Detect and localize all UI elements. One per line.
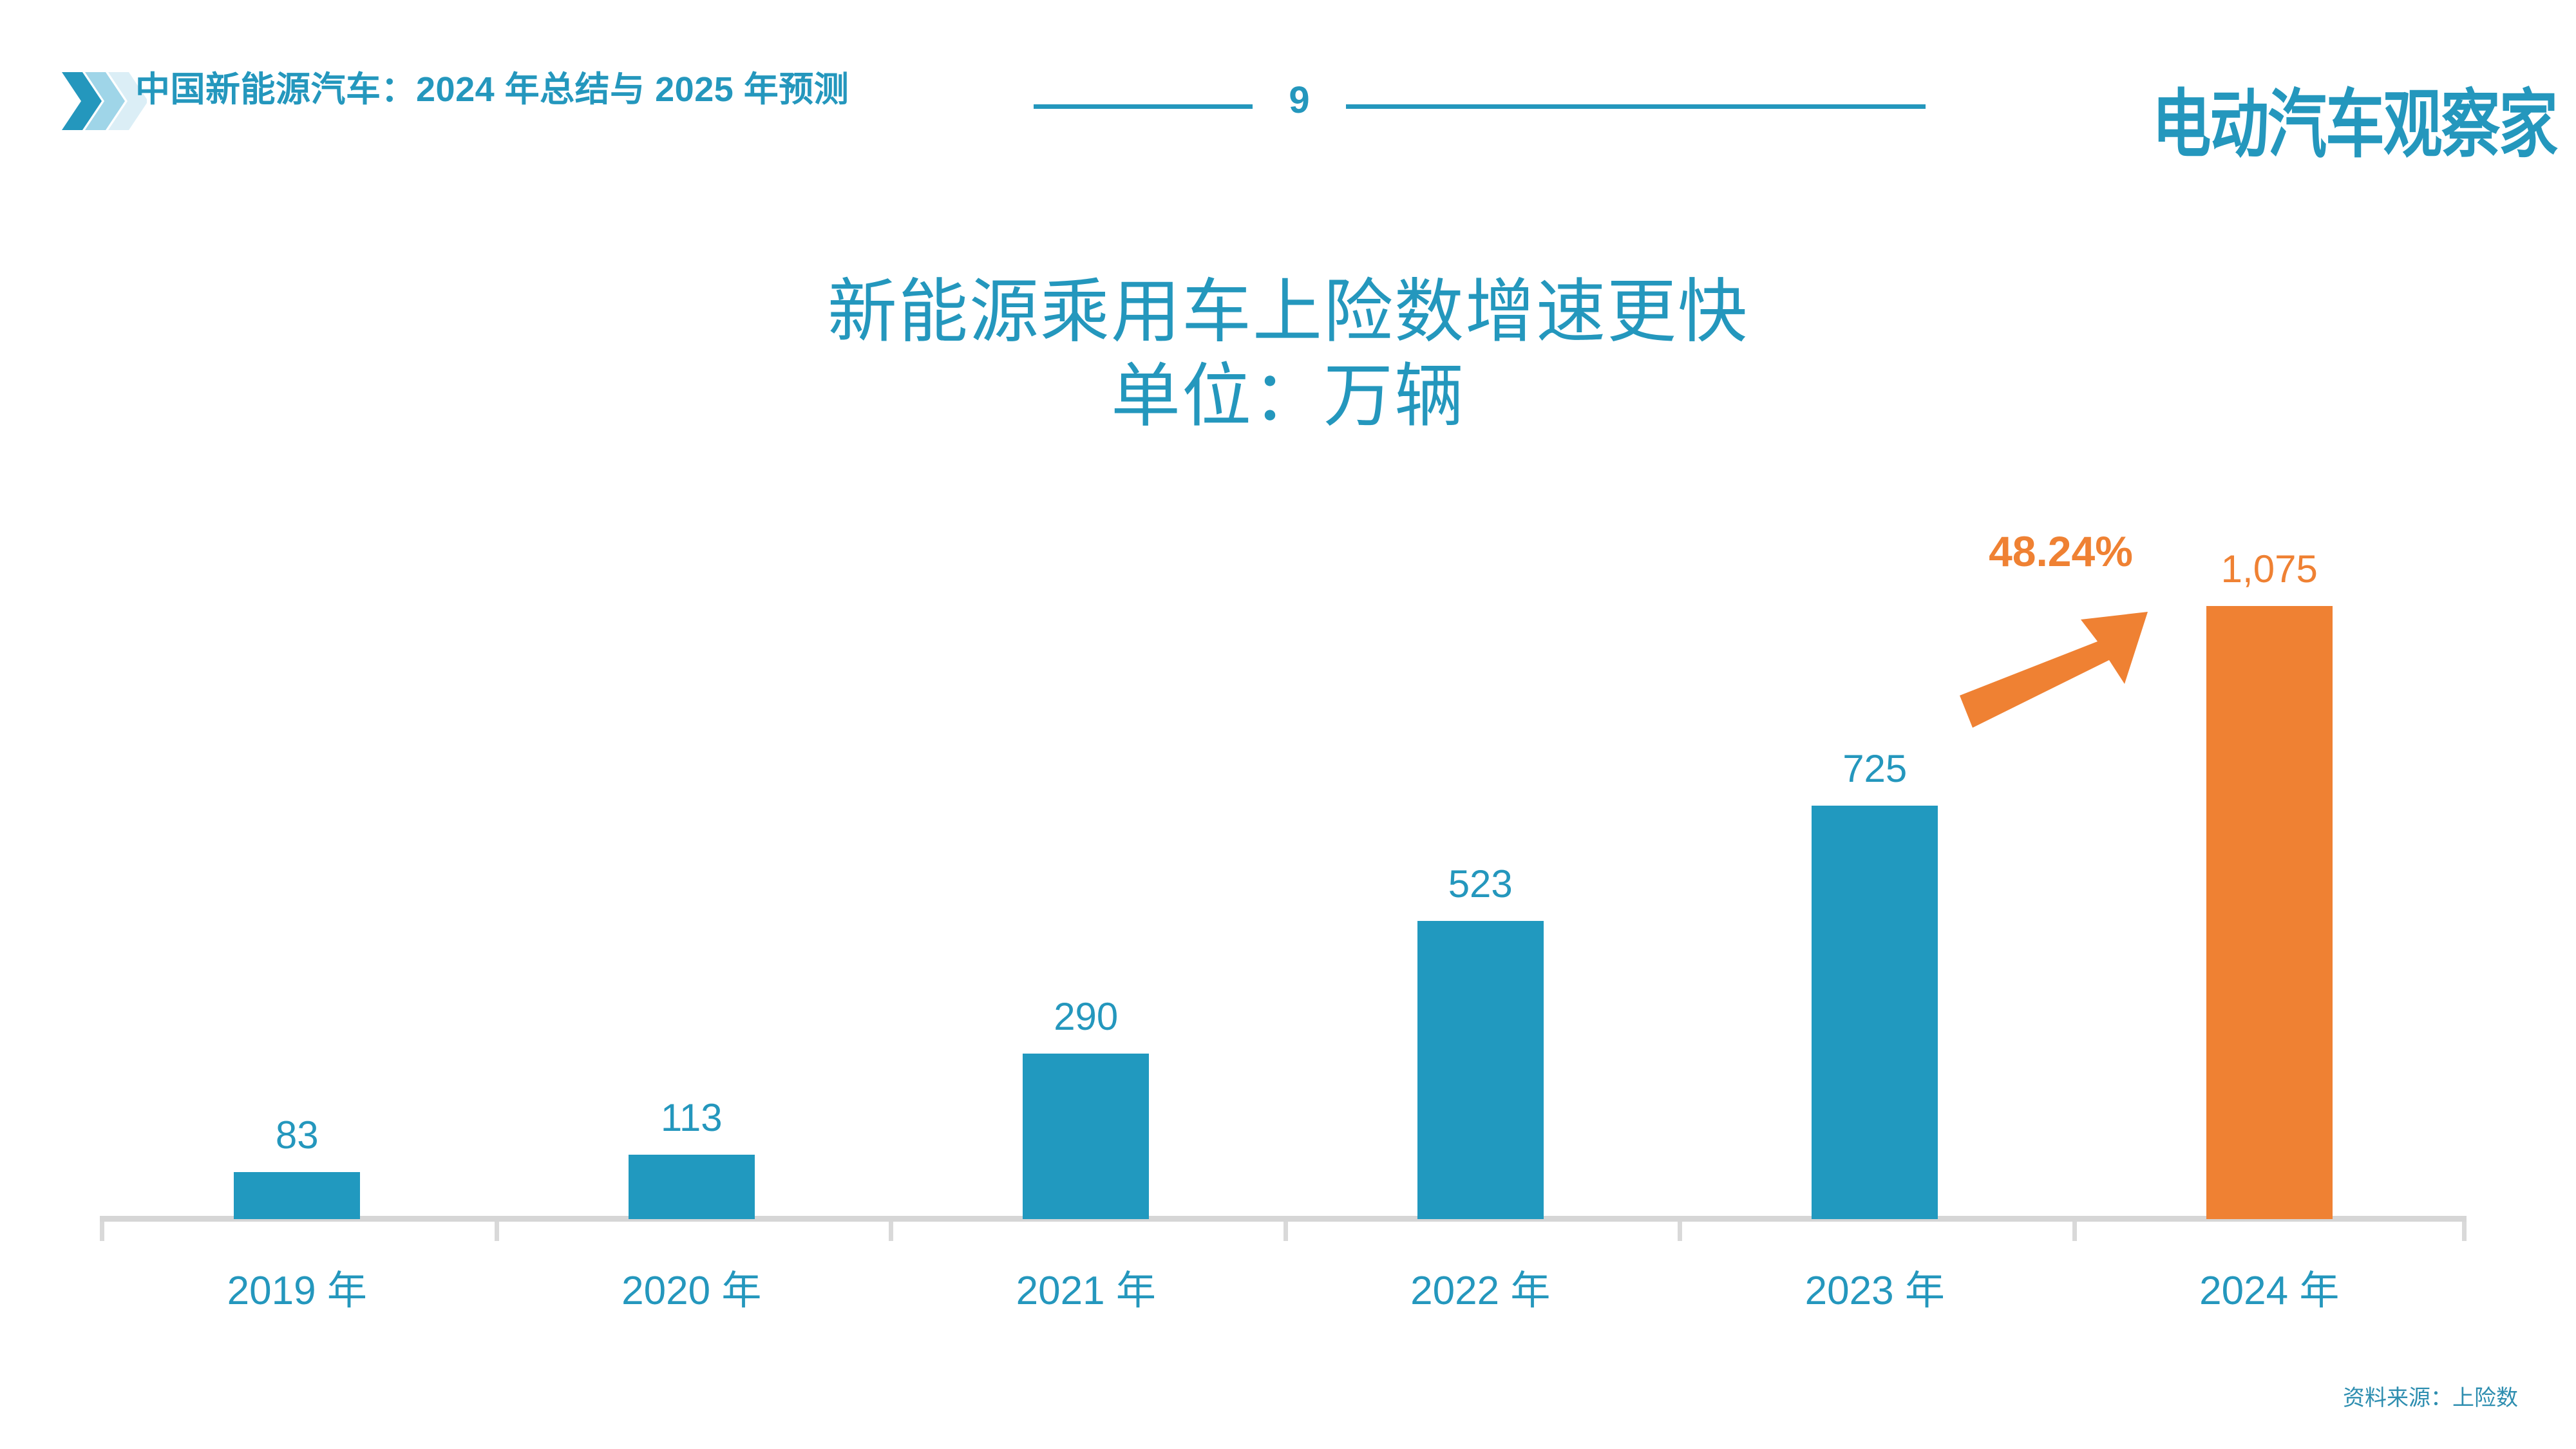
- source-note: 资料来源：上险数: [2343, 1386, 2518, 1410]
- double-chevron-icon: [62, 72, 148, 130]
- chart-title: 新能源乘用车上险数增速更快: [827, 272, 1748, 350]
- brand-logo: 电动汽车观察家: [2152, 81, 2558, 169]
- bar-2020年: [628, 1154, 755, 1219]
- axis-tick: [494, 1222, 499, 1241]
- header-rule-left: [1034, 104, 1253, 109]
- page-header: 中国新能源汽车：2024 年总结与 2025 年预测 9 电动汽车观察家: [0, 0, 2576, 168]
- category-label: 2020 年: [621, 1269, 762, 1313]
- bar-value-label: 725: [1842, 747, 1908, 790]
- document-title: 中国新能源汽车：2024 年总结与 2025 年预测: [135, 70, 849, 109]
- axis-tick: [889, 1222, 893, 1241]
- bar-2019年: [234, 1171, 361, 1219]
- bar-value-label: 523: [1448, 862, 1513, 905]
- axis-tick: [1283, 1222, 1288, 1241]
- bar-value-label: 1,075: [2221, 547, 2318, 591]
- bar-value-label: 290: [1054, 995, 1119, 1039]
- chart-title-block: 新能源乘用车上险数增速更快 单位：万辆: [0, 270, 2576, 439]
- bar-2022年: [1417, 920, 1544, 1219]
- category-label: 2021 年: [1016, 1269, 1156, 1313]
- bar-2024年: [2206, 606, 2333, 1219]
- bar-value-label: 83: [275, 1113, 319, 1157]
- axis-tick: [100, 1222, 104, 1241]
- axis-tick: [2072, 1222, 2077, 1241]
- axis-tick: [2462, 1222, 2467, 1241]
- bar-2023年: [1812, 806, 1938, 1219]
- axis-tick: [1678, 1222, 1682, 1241]
- growth-rate-label: 48.24%: [1989, 527, 2133, 575]
- category-label: 2019 年: [227, 1269, 367, 1313]
- category-label: 2022 年: [1410, 1269, 1551, 1313]
- chart-subtitle: 单位：万辆: [1110, 357, 1465, 435]
- header-rule-right: [1346, 104, 1926, 109]
- category-label: 2023 年: [1804, 1269, 1945, 1313]
- category-label: 2024 年: [2199, 1269, 2340, 1313]
- up-right-arrow-icon: [1955, 599, 2161, 734]
- x-axis-line: [100, 1216, 2467, 1222]
- bar-value-label: 113: [660, 1095, 723, 1139]
- page-number: 9: [1289, 79, 1310, 121]
- bar-2021年: [1023, 1054, 1150, 1219]
